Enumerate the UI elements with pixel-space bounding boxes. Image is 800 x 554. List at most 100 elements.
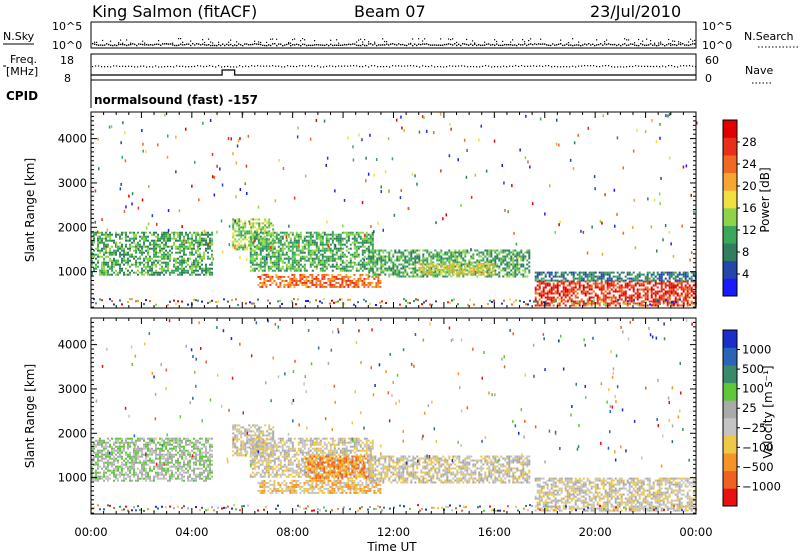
data-cell [129, 255, 131, 258]
data-cell [550, 279, 553, 282]
data-cell [177, 261, 179, 264]
data-cell [309, 249, 312, 252]
data-cell [614, 288, 617, 291]
data-cell [682, 273, 685, 276]
data-cell [283, 275, 286, 278]
nave-bottom-tick: 0 [705, 72, 712, 85]
data-cell [267, 245, 270, 248]
data-cell [295, 263, 298, 266]
data-cell [333, 253, 336, 256]
data-cell [446, 253, 449, 256]
data-cell [604, 294, 607, 297]
data-cell [520, 255, 523, 258]
data-cell [288, 224, 290, 228]
data-cell [552, 292, 555, 295]
data-cell [568, 290, 571, 293]
data-cell [478, 253, 481, 256]
data-cell [216, 230, 218, 234]
data-cell [181, 245, 183, 248]
data-cell [167, 437, 169, 440]
data-cell [598, 296, 601, 299]
data-cell [358, 133, 360, 137]
data-cell [119, 263, 121, 266]
data-cell [494, 273, 497, 276]
data-cell [353, 257, 356, 260]
data-cell [147, 473, 149, 476]
data-cell [201, 259, 203, 262]
data-cell [137, 479, 139, 482]
data-cell [498, 257, 501, 260]
data-cell [171, 455, 173, 458]
data-cell [248, 240, 251, 243]
data-cell [456, 269, 459, 272]
data-cell [448, 249, 451, 252]
data-cell [371, 245, 374, 248]
data-cell [458, 253, 461, 256]
data-cell [688, 288, 691, 291]
data-cell [676, 300, 679, 303]
data-cell [345, 241, 348, 244]
data-cell [115, 441, 117, 444]
data-cell [652, 284, 655, 287]
data-cell [682, 275, 685, 278]
data-cell [520, 259, 523, 262]
data-cell [434, 264, 437, 267]
data-cell [584, 294, 587, 297]
data-cell [470, 268, 473, 271]
data-cell [432, 253, 435, 256]
data-cell [349, 281, 352, 284]
data-cell [592, 273, 595, 276]
data-cell [392, 273, 395, 276]
data-cell [589, 301, 591, 304]
data-cell [129, 455, 131, 458]
data-cell [588, 288, 591, 291]
data-cell [271, 243, 274, 246]
nsearch-label: N.Search [744, 30, 794, 43]
data-cell [374, 255, 377, 258]
data-cell [119, 271, 121, 274]
data-cell [550, 290, 553, 293]
data-cell [129, 465, 131, 468]
data-cell [311, 249, 314, 252]
data-cell [400, 251, 403, 254]
data-cell [191, 265, 193, 268]
data-cell [278, 159, 280, 162]
data-cell [133, 469, 135, 472]
data-cell [343, 255, 346, 258]
data-cell [262, 226, 265, 229]
data-cell [185, 455, 187, 458]
data-cell [446, 264, 449, 267]
data-cell [666, 304, 669, 307]
data-cell [124, 131, 126, 134]
data-cell [279, 283, 282, 286]
data-cell [293, 298, 295, 301]
data-cell [203, 229, 206, 233]
data-cell [173, 453, 175, 456]
data-cell [438, 263, 441, 266]
data-cell [558, 275, 561, 278]
data-cell [273, 251, 276, 254]
data-cell [167, 441, 169, 444]
data-cell [632, 288, 635, 291]
data-cell [538, 282, 541, 285]
data-cell [113, 463, 115, 466]
data-cell [412, 251, 415, 254]
data-cell [622, 286, 625, 289]
data-cell [540, 292, 543, 295]
data-cell [612, 280, 615, 283]
data-cell [303, 247, 306, 250]
data-cell [540, 290, 543, 293]
data-cell [406, 273, 409, 276]
data-cell [594, 284, 597, 287]
data-cell [184, 240, 186, 244]
data-cell [347, 275, 350, 278]
data-cell [536, 284, 539, 287]
data-cell [169, 245, 171, 248]
data-cell [406, 261, 409, 264]
data-cell [580, 271, 583, 274]
data-cell [369, 243, 372, 246]
data-cell [232, 220, 235, 223]
data-cell [107, 477, 109, 480]
data-cell [450, 268, 453, 271]
data-cell [265, 231, 268, 234]
